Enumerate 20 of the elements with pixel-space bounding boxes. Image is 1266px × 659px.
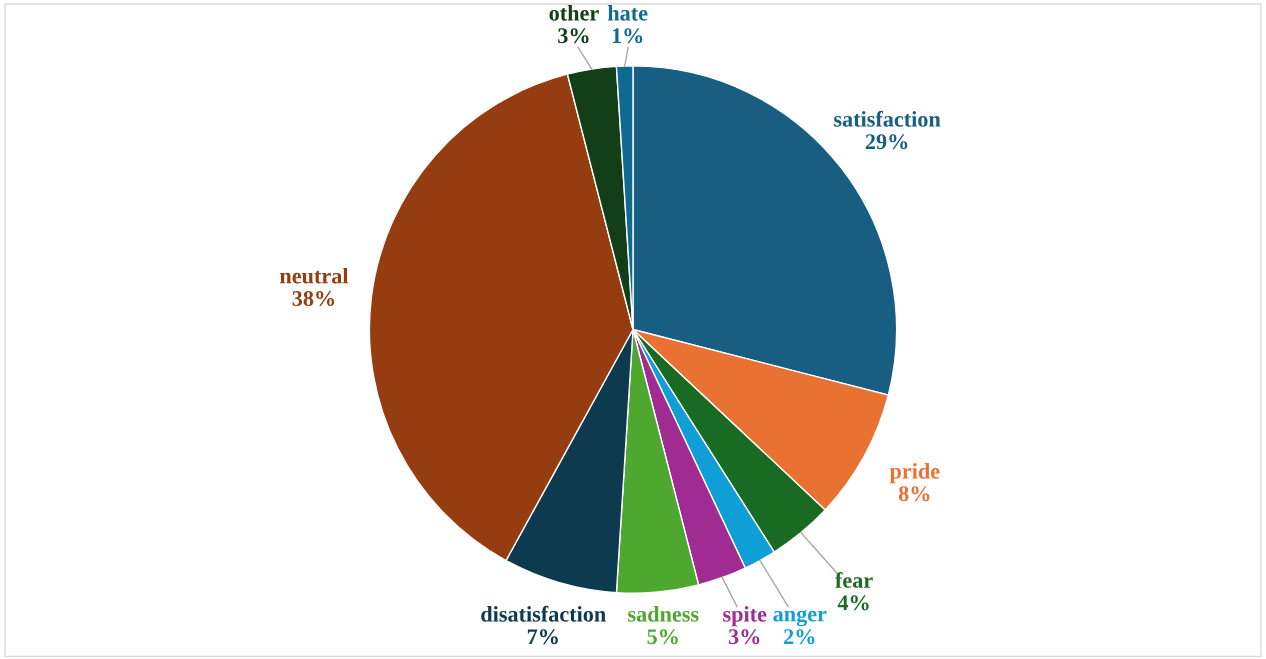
data-label: 5% bbox=[647, 629, 678, 645]
slice-label: hate bbox=[607, 5, 648, 21]
data-label: 29% bbox=[865, 134, 908, 150]
slice-label: pride bbox=[889, 463, 940, 484]
slice-label: satisfaction bbox=[834, 110, 941, 127]
data-label: 38% bbox=[292, 290, 335, 307]
data-label: 8% bbox=[898, 486, 930, 502]
data-label: 7% bbox=[527, 629, 558, 645]
data-label: 2% bbox=[784, 629, 815, 645]
slice-label: fear bbox=[835, 572, 873, 588]
slice-label: other bbox=[549, 5, 599, 21]
slice-label: spite bbox=[723, 606, 767, 627]
data-label: 4% bbox=[837, 595, 869, 611]
data-label: 1% bbox=[612, 28, 643, 44]
slice-label: neutral bbox=[279, 267, 349, 284]
slice-label: sadness bbox=[628, 606, 699, 622]
slice-label: disatisfaction bbox=[481, 605, 606, 622]
data-label: 3% bbox=[728, 629, 760, 645]
slice-label: anger bbox=[773, 609, 827, 627]
data-label: 3% bbox=[558, 28, 589, 44]
